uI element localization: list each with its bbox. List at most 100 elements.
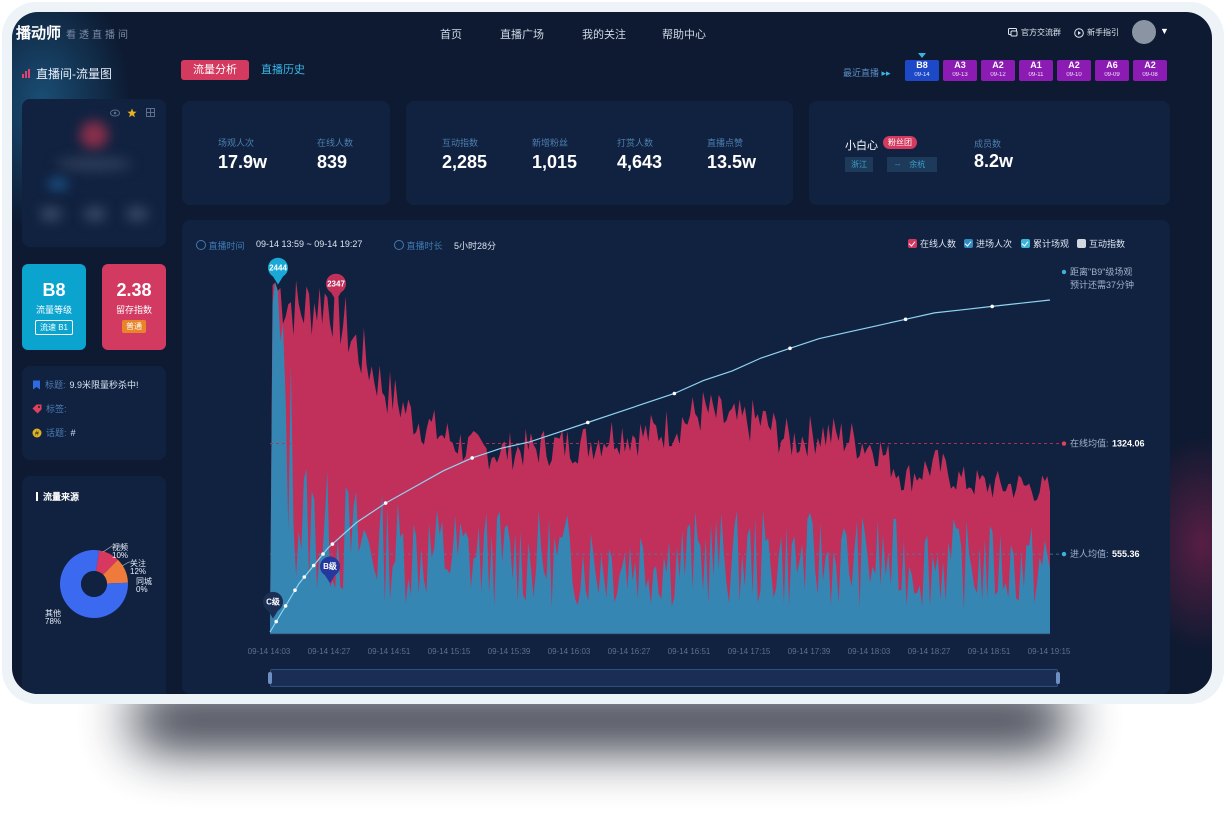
recent-live-badge[interactable]: B8 09-14 [905,60,939,81]
tab-traffic-analysis[interactable]: 流量分析 [181,60,249,80]
legend-cumulative[interactable]: 累计场观 [1021,237,1069,250]
slice-percent: 78% [45,617,62,626]
retention-index-card[interactable]: 2.38 留存指数 普通 [102,264,166,350]
app-screen: 播动师 看透直播间 首页 直播广场 我的关注 帮助中心 官方交流群 新手指引 ▼… [12,12,1212,694]
user-avatar[interactable] [1132,20,1156,44]
slice-percent: 12% [130,567,147,576]
location-tag-city: 余杭 [909,160,926,169]
selected-indicator [918,53,926,58]
top-navigation-bar: 播动师 看透直播间 首页 直播广场 我的关注 帮助中心 官方交流群 新手指引 ▼ [12,12,1212,54]
enter-average-value: 555.36 [1112,549,1140,559]
recent-live-grade: B8 [916,60,928,70]
cumulative-point [283,604,288,608]
guide-link[interactable]: 新手指引 [1074,27,1119,38]
nav-live-square[interactable]: 直播广场 [500,29,544,41]
pie-label-local: 同城 0% [136,578,152,594]
entries-area[interactable] [270,282,1050,634]
blurred-avatar [80,121,108,149]
app-logo[interactable]: 播动师 [16,25,62,42]
retention-level-tag: 普通 [122,320,146,333]
online-average-value: 1324.06 [1112,439,1145,449]
tab-live-history[interactable]: 直播历史 [261,64,305,76]
stat-value: 839 [317,152,348,172]
x-axis-tick-label: 09-14 14:51 [368,647,411,656]
anchor-name[interactable]: 小白心 [845,140,878,152]
tag-icon [32,404,42,413]
recent-live-date: 09-11 [1028,72,1044,78]
traffic-area-chart: 在线均值: 1324.06 进人均值: 555.36 距离"B9"级场观预计还需37分钟… [248,257,1145,656]
recent-live-badge[interactable]: A1 09-11 [1019,60,1053,81]
live-info-card: 标题: 9.9米限量秒杀中! 标签: # 话题: # [22,366,166,460]
peak-entry-marker[interactable] [268,257,288,285]
star-icon[interactable] [127,108,137,118]
traffic-chart-panel: 直播时间 09-14 13:59 ~ 09-14 19:27 直播时长 5小时2… [182,220,1170,694]
x-axis-tick-label: 09-14 19:15 [1028,647,1071,656]
enter-average-dot [1061,551,1067,557]
grade-c-marker[interactable] [263,591,283,619]
pie-slice[interactable] [95,550,118,575]
traffic-level-label: 流量等级 [35,305,72,315]
recent-live-badge[interactable]: A2 09-10 [1057,60,1091,81]
legend-interaction[interactable]: 互动指数 [1077,237,1125,250]
checkbox-icon [1077,239,1086,248]
x-axis-tick-label: 09-14 18:51 [968,647,1011,656]
stat-value: 2,285 [442,152,488,172]
x-axis-tick-label: 09-14 15:39 [488,647,531,656]
pie-slice[interactable] [103,559,128,584]
slice-name: 同城 [136,577,152,586]
x-axis-tick-label: 09-14 16:27 [608,647,651,656]
legend-enter[interactable]: 进场人次 [964,237,1012,250]
official-group-link[interactable]: 官方交流群 [1008,27,1061,38]
traffic-level-card[interactable]: B8 流量等级 流速 B1 [22,264,86,350]
x-axis-tick-label: 09-14 17:39 [788,647,831,656]
cumulative-point [672,391,677,396]
recent-live-grade: A2 [1144,60,1156,70]
cumulative-views-line[interactable] [269,299,1051,633]
cumulative-point [293,588,297,592]
live-duration-value: 5小时28分 [454,241,497,251]
pie-label-follow: 关注 12% [130,560,146,576]
time-range-slider[interactable] [268,669,1060,687]
slider-handle-right[interactable] [1056,672,1060,684]
slice-percent: 0% [136,585,148,594]
x-axis-tick-label: 09-14 16:51 [668,647,711,656]
live-duration-label: 直播时长 [394,239,443,252]
pie-label-video: 视频 10% [112,544,128,560]
recent-live-badge[interactable]: A3 09-13 [943,60,977,81]
recent-live-badge[interactable]: A2 09-08 [1133,60,1167,81]
grid-icon[interactable] [146,108,155,117]
retention-index-value: 2.38 [116,280,152,300]
live-time-label-text: 直播时间 [208,241,245,251]
pie-slice[interactable] [59,550,128,618]
grade-b-marker[interactable] [320,556,340,584]
bookmark-icon [33,380,40,389]
stats-card-views: 场观人次 17.9w 在线人数 839 [182,101,390,205]
recent-live-badge[interactable]: A2 09-12 [981,60,1015,81]
nav-home[interactable]: 首页 [440,29,462,41]
svg-text:#: # [35,430,39,437]
recent-live-date: 09-09 [1104,72,1120,78]
grade-c-marker-label: C级 [266,596,281,606]
peak-entry-marker-label: 2444 [269,263,287,272]
cumulative-point [788,346,792,351]
checkbox-icon [964,239,973,248]
clock-icon [196,240,206,250]
recent-live-text: 最近直播 [843,68,880,78]
legend-label: 互动指数 [1089,239,1126,249]
nav-my-follows[interactable]: 我的关注 [582,29,626,41]
stat-value: 8.2w [974,151,1014,171]
official-group-label: 官方交流群 [1021,28,1061,37]
eye-icon[interactable] [110,109,120,117]
caret-down-icon[interactable]: ▼ [1160,26,1169,36]
cumulative-point [586,420,590,425]
peak-online-marker[interactable] [326,273,346,301]
target-annotation-line1: 距离"B9"级场观 [1070,266,1132,277]
slider-handle-left[interactable] [268,672,272,684]
stat-label: 成员数 [974,139,1002,149]
info-row-tags: 标签: [32,402,71,415]
x-axis-tick-label: 09-14 17:15 [728,647,771,656]
cumulative-point [274,619,278,624]
recent-live-badge[interactable]: A6 09-09 [1095,60,1129,81]
nav-help-center[interactable]: 帮助中心 [662,29,706,41]
legend-online[interactable]: 在线人数 [908,237,956,250]
